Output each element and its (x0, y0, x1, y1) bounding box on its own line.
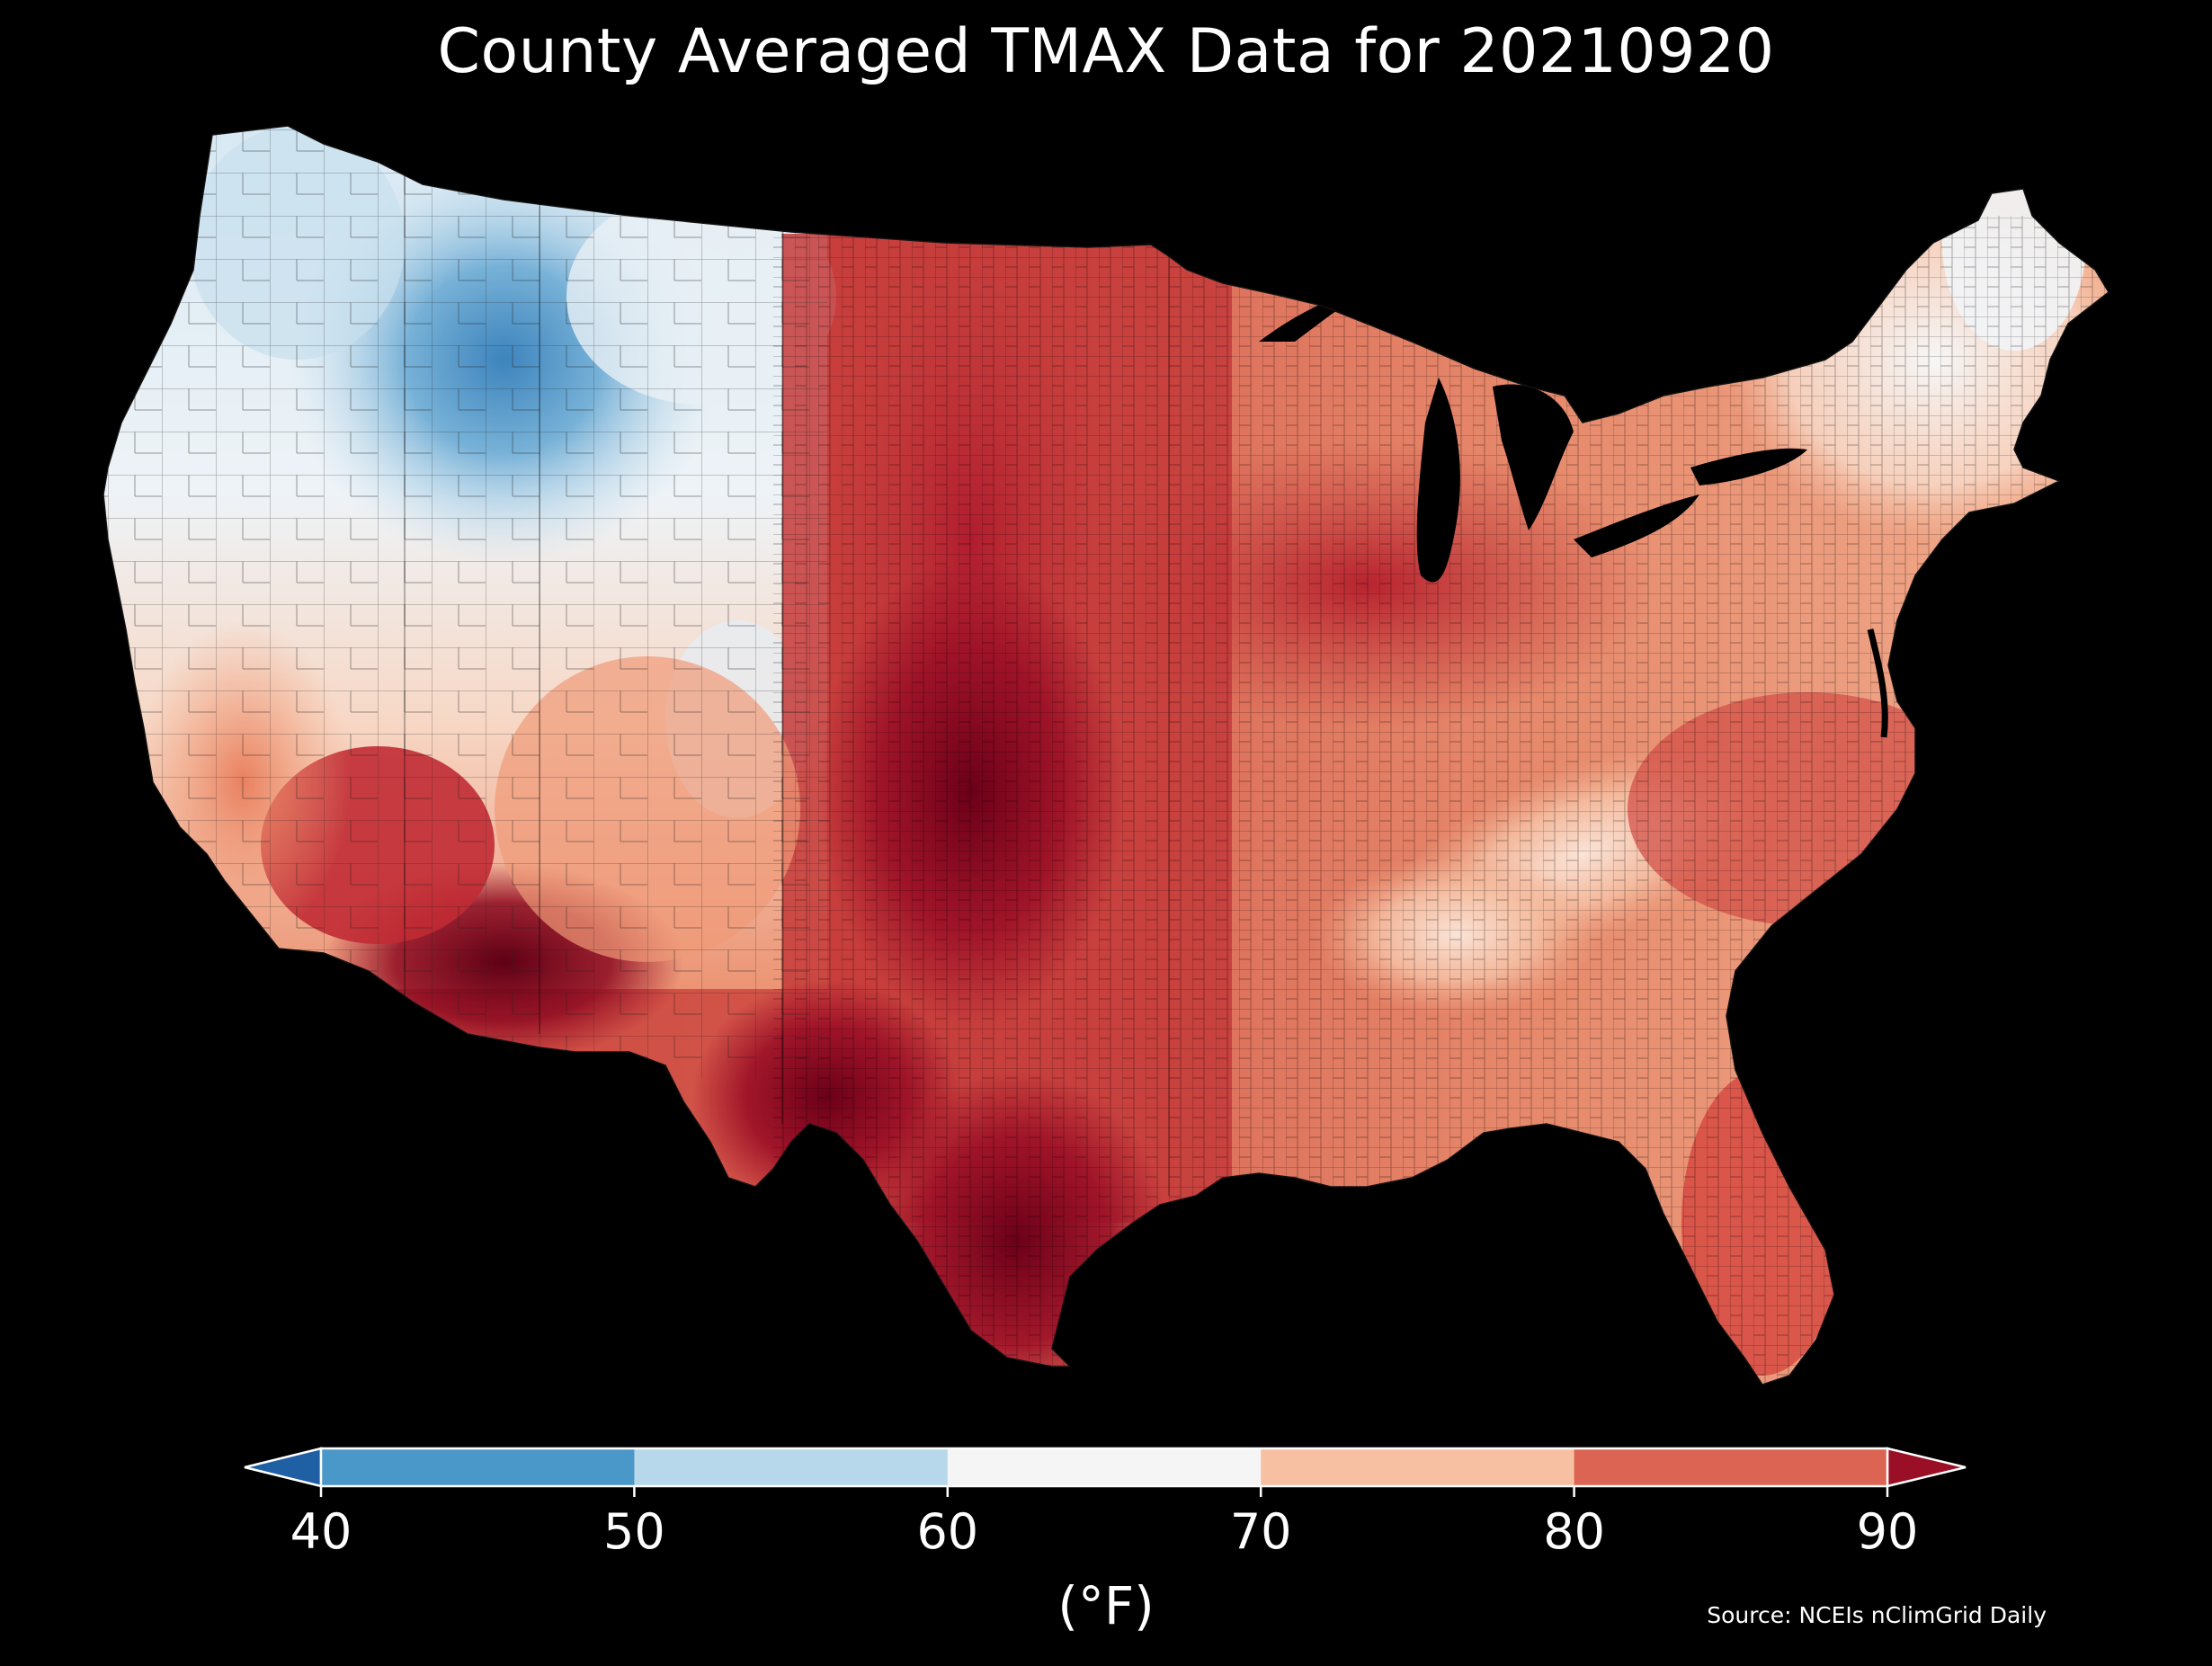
colorbar-bin-40-50 (321, 1448, 635, 1486)
source-note: Source: NCEIs nClimGrid Daily (1707, 1602, 2047, 1628)
colorbar-tick-label: 40 (290, 1503, 352, 1560)
great-lakes (1259, 279, 1807, 583)
chesapeake-bay (1867, 628, 1888, 738)
colorbar-tick-label: 50 (603, 1503, 665, 1560)
map-title: County Averaged TMAX Data for 20210920 (437, 16, 1775, 87)
colorbar-extend-low (244, 1447, 323, 1488)
colorbar-bin-80-90 (1574, 1448, 1888, 1486)
colorbar-unit-label: (°F) (1057, 1575, 1155, 1636)
colorbar-tick-label: 80 (1543, 1503, 1605, 1560)
colorbar-tick-label: 90 (1856, 1503, 1919, 1560)
colorbar-tick-label: 60 (916, 1503, 979, 1560)
colorbar-bin-60-70 (947, 1448, 1262, 1486)
colorbar-bin-70-80 (1261, 1448, 1575, 1486)
colorbar-tick-label: 70 (1229, 1503, 1292, 1560)
colorbar-bin-50-60 (634, 1448, 949, 1486)
colorbar-extend-high (1886, 1447, 1967, 1488)
